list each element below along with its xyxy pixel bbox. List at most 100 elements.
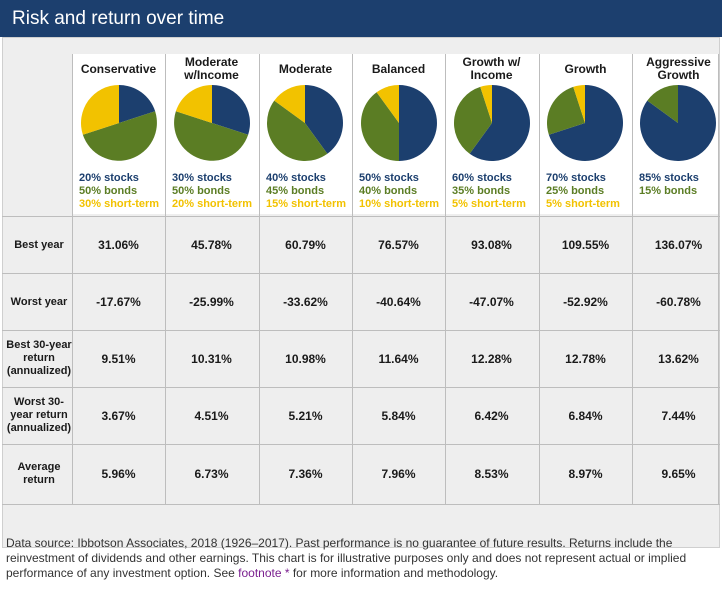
allocation-label: 10% short-term (359, 198, 440, 210)
table-cell: -25.99% (189, 295, 234, 309)
allocation-label: 15% short-term (266, 198, 347, 210)
allocation-label: 40% bonds (359, 185, 418, 197)
table-cell: 76.57% (378, 238, 419, 252)
allocation-legend: 60% stocks 35% bonds 5% short-term (452, 172, 526, 211)
column-header: Moderate w/Income (184, 55, 239, 82)
allocation-label: 30% short-term (79, 198, 160, 210)
allocation-pie-chart (81, 85, 157, 161)
column-header: Growth (564, 61, 607, 76)
pie-slice-short-term (274, 85, 305, 123)
pie-slice-stocks (548, 85, 624, 161)
allocation-pie-chart (174, 85, 250, 161)
allocation-legend: 20% stocks 50% bonds 30% short-term (79, 172, 159, 211)
table-cell: 7.96% (381, 467, 416, 481)
allocation-label: 85% stocks (639, 172, 699, 184)
allocation-legend: 70% stocks 25% bonds 5% short-term (546, 172, 620, 211)
table-cell: -52.92% (563, 295, 608, 309)
footnote-link[interactable]: footnote * (238, 566, 290, 580)
footnote: Data source: Ibbotson Associates, 2018 (… (6, 536, 716, 581)
column-header: Growth w/ Income (462, 55, 521, 82)
allocation-legend: 40% stocks 45% bonds 15% short-term (266, 172, 346, 211)
allocation-pie-chart (454, 85, 530, 161)
pie-slice-stocks (399, 85, 437, 161)
allocation-legend: 85% stocks 15% bonds (639, 172, 699, 198)
table-cell: 93.08% (471, 238, 512, 252)
footnote-text-end: for more information and methodology. (289, 566, 499, 580)
pie-slice-bonds (454, 86, 492, 154)
allocation-label: 40% stocks (266, 172, 326, 184)
pie-slice-bonds (360, 92, 399, 161)
table-cell: -33.62% (283, 295, 328, 309)
allocation-pie-chart (266, 85, 344, 162)
table-cell: 12.28% (471, 351, 512, 366)
table-cell: 7.36% (288, 467, 323, 481)
table-cell: 9.51% (101, 351, 136, 366)
allocation-label: 15% bonds (639, 185, 698, 197)
pie-slice-stocks (305, 85, 344, 154)
pie-slice-stocks (119, 85, 156, 123)
row-divider (2, 387, 720, 388)
pie-slice-bonds (547, 86, 585, 135)
row-label: Best 30-year return (annualized) (6, 339, 72, 377)
allocation-label: 50% stocks (359, 172, 419, 184)
table-cell: 8.53% (474, 467, 509, 481)
row-divider (2, 330, 720, 331)
column-divider (165, 54, 166, 504)
table-cell: 109.55% (561, 238, 610, 252)
column-header: Aggressive Growth (646, 55, 711, 82)
table-cell: 136.07% (654, 238, 703, 252)
table-cell: 5.96% (101, 467, 136, 481)
row-divider (2, 216, 720, 217)
row-label: Best year (14, 238, 64, 251)
column-header: Conservative (80, 61, 157, 76)
table-cell: 5.21% (288, 408, 323, 423)
row-label: Average return (17, 461, 61, 486)
allocation-label: 30% stocks (172, 172, 232, 184)
pie-slice-stocks (639, 85, 716, 161)
allocation-label: 60% stocks (452, 172, 512, 184)
table-cell: 3.67% (101, 408, 136, 423)
allocation-pie-chart (639, 85, 716, 161)
allocation-legend: 50% stocks 40% bonds 10% short-term (359, 172, 439, 211)
allocation-label: 5% short-term (452, 198, 526, 210)
pie-slice-short-term (480, 85, 492, 123)
allocation-pie-chart (360, 85, 437, 161)
pie-slice-bonds (266, 100, 328, 162)
table-cell: 6.84% (568, 408, 603, 423)
table-cell: -40.64% (376, 295, 421, 309)
allocation-label: 50% bonds (172, 185, 231, 197)
allocation-label: 5% short-term (546, 198, 620, 210)
row-divider (2, 504, 720, 505)
table-cell: 10.98% (285, 351, 326, 366)
table-cell: 31.06% (98, 238, 139, 252)
table-cell: 5.84% (381, 408, 416, 423)
column-divider (445, 54, 446, 504)
footnote-text: Data source: Ibbotson Associates, 2018 (… (6, 536, 687, 580)
column-divider (72, 54, 73, 504)
table-cell: 9.65% (661, 467, 696, 481)
pie-slice-bonds (82, 111, 157, 161)
table-cell: 4.51% (194, 408, 229, 423)
row-divider (2, 444, 720, 445)
column-divider (259, 54, 260, 504)
column-header: Moderate (278, 61, 333, 76)
table-cell: -17.67% (96, 295, 141, 309)
pie-slice-short-term (376, 85, 399, 123)
table-cell: 12.78% (565, 351, 606, 366)
allocation-label: 20% short-term (172, 198, 253, 210)
allocation-label: 35% bonds (452, 185, 511, 197)
row-label: Worst 30-year return (annualized) (6, 396, 72, 434)
table-cell: 7.44% (661, 408, 696, 423)
column-divider (632, 54, 633, 504)
pie-slice-short-term (175, 85, 212, 123)
page-title: Risk and return over time (0, 0, 722, 37)
table-cell: 10.31% (191, 351, 232, 366)
column-divider (539, 54, 540, 504)
pie-slice-bonds (647, 85, 678, 123)
table-cell: -47.07% (469, 295, 514, 309)
pie-slice-short-term (81, 85, 119, 135)
table-cell: 45.78% (191, 238, 232, 252)
allocation-label: 45% bonds (266, 185, 325, 197)
column-divider (718, 54, 719, 504)
row-divider (2, 273, 720, 274)
